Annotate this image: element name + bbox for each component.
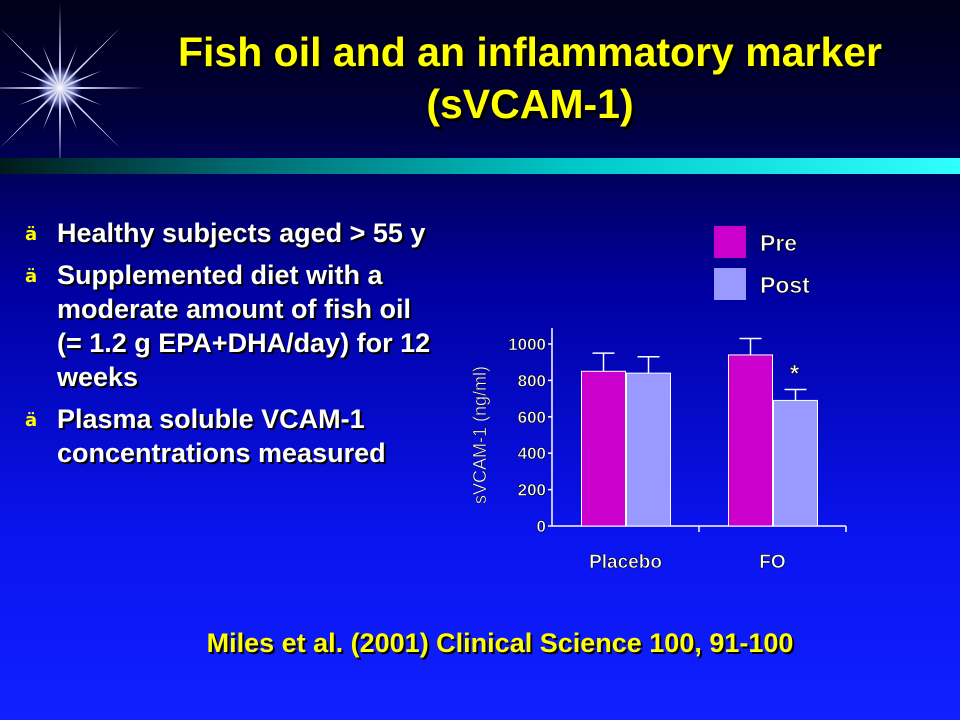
y-tick-label: 200 [518,481,546,500]
bar-post [773,399,818,527]
legend-label-post: Post [760,272,810,298]
starburst-decoration [0,3,145,173]
y-tick-label: 1000 [508,335,546,354]
title-underline-bar [0,158,960,174]
y-tick-label: 800 [518,371,546,390]
bullet-item: ä Healthy subjects aged > 55 y [20,216,440,250]
bullet-icon: ä [25,410,38,431]
legend-label-pre: Pre [760,230,797,256]
bar-chart: 0 200 400 600 800 1000 sVCAM-1 (ng/ml) Placebo F… [470,226,847,573]
title-line-2: (sVCAM-1) [426,81,634,127]
x-tick-label: Placebo [589,552,662,573]
citation: Miles et al. (2001) Clinical Science 100… [206,628,794,658]
y-tick-label: 400 [518,444,546,463]
bullet-list: ä Healthy subjects aged > 55 y ä Supplem… [20,216,440,478]
slide-title: Fish oil and an inflammatory marker (sVC… [100,26,960,130]
bullet-text: Healthy subjects aged > 55 y [57,218,426,248]
bullet-text: Supplemented diet with a moderate amount… [57,260,431,392]
y-tick-label: 600 [518,408,546,427]
title-line-1: Fish oil and an inflammatory marker [177,29,883,75]
x-tick-label: FO [759,552,785,573]
y-axis-label: sVCAM-1 (ng/ml) [470,366,490,504]
bar-pre [728,354,773,527]
bar-post [626,372,671,527]
bullet-item: ä Plasma soluble VCAM-1 concentrations m… [20,402,440,470]
bar-pre [581,370,626,527]
legend-swatch-pre [714,226,746,258]
bullet-icon: ä [25,266,38,287]
bullet-item: ä Supplemented diet with a moderate amou… [20,258,440,394]
bullet-text: Plasma soluble VCAM-1 concentrations mea… [57,404,386,468]
bullet-icon: ä [25,224,38,245]
significance-asterisk: * [790,361,800,388]
y-tick-label: 0 [537,517,546,536]
legend-swatch-post [714,268,746,300]
